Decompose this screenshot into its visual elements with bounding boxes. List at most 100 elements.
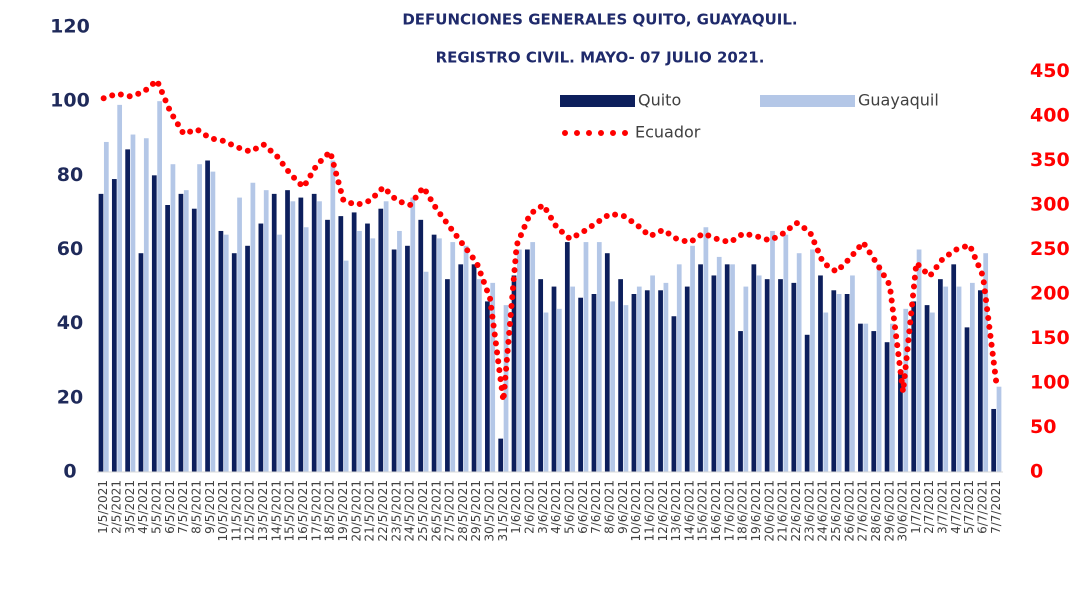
- x-tick-label: 10/5/2021: [216, 480, 230, 542]
- bar: [778, 279, 783, 472]
- bar: [884, 342, 890, 472]
- bar: [538, 279, 544, 472]
- bar: [157, 101, 162, 473]
- bar: [924, 305, 930, 472]
- x-tick-label: 8/6/2021: [602, 480, 616, 534]
- bar: [197, 164, 202, 473]
- x-tick-label: 6/7/2021: [976, 480, 990, 534]
- y2-tick-label: 350: [1030, 149, 1070, 171]
- x-tick-label: 31/5/2021: [496, 480, 510, 542]
- bar: [357, 230, 362, 472]
- x-tick-label: 25/5/2021: [416, 480, 430, 542]
- bar: [378, 208, 384, 473]
- bar: [151, 175, 157, 473]
- bar: [498, 438, 504, 472]
- bar: [397, 230, 402, 472]
- x-tick-label: 28/6/2021: [869, 480, 883, 542]
- bar: [556, 308, 562, 472]
- legend-label: Quito: [638, 91, 681, 110]
- bar: [311, 193, 317, 472]
- x-tick-label: 25/6/2021: [829, 480, 843, 542]
- bar: [964, 327, 970, 472]
- bar: [796, 253, 802, 472]
- bar: [338, 216, 344, 472]
- x-tick-label: 11/6/2021: [642, 480, 656, 542]
- bar: [810, 249, 815, 472]
- bar: [130, 134, 136, 472]
- bar: [570, 286, 576, 472]
- x-tick-label: 3/5/2021: [123, 480, 137, 534]
- bar: [871, 331, 877, 472]
- bar: [485, 301, 490, 472]
- x-tick-label: 21/5/2021: [363, 480, 377, 542]
- bar: [218, 230, 224, 472]
- x-tick-label: 21/6/2021: [776, 480, 790, 542]
- bar: [245, 245, 250, 472]
- x-tick-label: 9/5/2021: [203, 480, 217, 534]
- bar: [636, 286, 642, 472]
- x-tick-label: 13/6/2021: [669, 480, 683, 542]
- legend-label: Guayaquil: [858, 91, 939, 110]
- bar: [956, 286, 962, 472]
- bar: [804, 334, 810, 472]
- x-tick-label: 2/7/2021: [922, 480, 936, 534]
- x-tick-label: 5/5/2021: [149, 480, 163, 534]
- bar: [330, 160, 336, 472]
- x-tick-label: 24/5/2021: [403, 480, 417, 542]
- x-tick-label: 30/6/2021: [896, 480, 910, 542]
- bar: [863, 323, 869, 472]
- bar: [836, 294, 842, 472]
- bar: [596, 242, 602, 472]
- bar: [671, 316, 677, 472]
- x-tick-label: 8/5/2021: [189, 480, 203, 534]
- x-tick-label: 4/6/2021: [549, 480, 563, 534]
- y-tick-label: 20: [57, 386, 83, 408]
- bar: [450, 242, 456, 472]
- bar: [431, 234, 437, 472]
- bar: [138, 253, 144, 472]
- bar: [610, 301, 615, 472]
- x-tick-label: 23/5/2021: [389, 480, 403, 542]
- bar: [684, 286, 690, 472]
- y-tick-label: 120: [50, 16, 90, 38]
- bar: [237, 197, 242, 473]
- bar: [876, 264, 882, 472]
- bar: [524, 249, 530, 472]
- y2-tick-label: 450: [1030, 60, 1070, 82]
- y2-tick-label: 250: [1030, 238, 1070, 260]
- bar: [644, 290, 650, 472]
- bar: [618, 279, 623, 472]
- x-tick-label: 27/6/2021: [856, 480, 870, 542]
- bar: [290, 201, 296, 472]
- legend-swatch: [560, 95, 635, 107]
- legend-swatch: [760, 95, 855, 107]
- bar: [578, 297, 584, 472]
- bar: [317, 201, 322, 472]
- x-tick-label: 16/6/2021: [709, 480, 723, 542]
- x-tick-label: 2/6/2021: [523, 480, 537, 534]
- bar: [365, 223, 370, 472]
- bar: [663, 282, 669, 472]
- bar: [410, 197, 416, 473]
- y2-tick-label: 200: [1030, 283, 1070, 305]
- bar: [423, 271, 429, 472]
- y2-tick-label: 100: [1030, 372, 1070, 394]
- y2-tick-label: 50: [1030, 416, 1056, 438]
- bar: [370, 238, 376, 472]
- bar: [351, 212, 357, 472]
- x-tick-label: 4/7/2021: [949, 480, 963, 534]
- bar: [844, 294, 850, 472]
- x-tick-label: 10/6/2021: [629, 480, 643, 542]
- bar: [583, 242, 589, 472]
- x-tick-label: 1/7/2021: [909, 480, 923, 534]
- x-tick-label: 4/5/2021: [136, 480, 150, 534]
- bar: [716, 256, 722, 472]
- x-tick-label: 16/5/2021: [296, 480, 310, 542]
- x-tick-label: 12/5/2021: [243, 480, 257, 542]
- bar: [125, 149, 131, 472]
- bar: [911, 301, 917, 472]
- bar: [223, 234, 229, 472]
- bar: [738, 331, 743, 472]
- x-tick-label: 20/5/2021: [349, 480, 363, 542]
